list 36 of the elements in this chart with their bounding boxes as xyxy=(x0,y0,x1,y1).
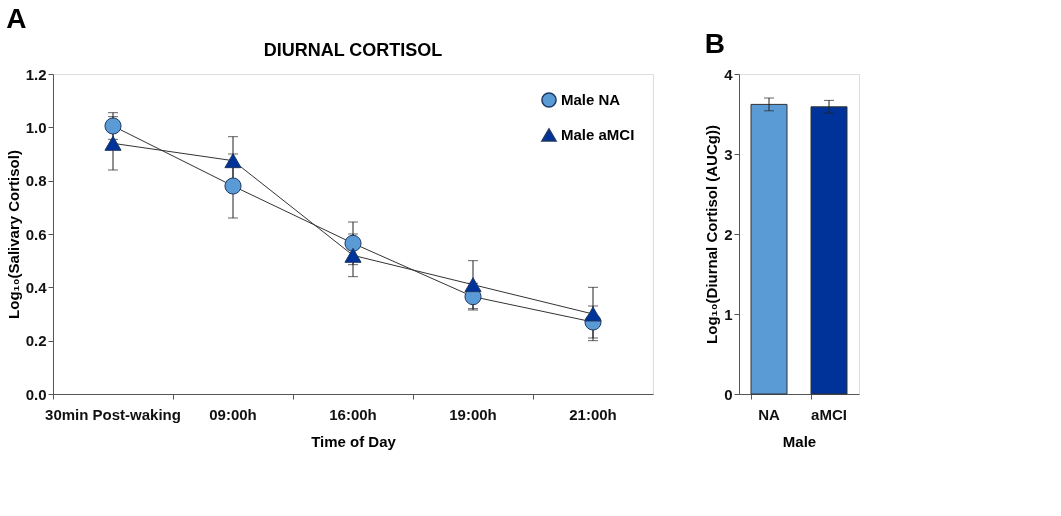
x-tick-label: NA xyxy=(758,405,780,423)
text: B xyxy=(704,28,725,59)
y-axis-title: Log₁₀(Diurnal Cortisol (AUCg)) xyxy=(703,125,721,344)
y-tick-label: 0.4 xyxy=(25,278,48,296)
point xyxy=(584,306,602,322)
x-axis-title: Male xyxy=(782,432,817,450)
y-tick-label: 0.0 xyxy=(25,385,47,403)
y-tick-label: 0.6 xyxy=(25,225,47,243)
y-tick-label: 0.8 xyxy=(25,172,47,190)
point xyxy=(344,247,362,263)
chart-title: DIURNAL CORTISOL xyxy=(263,40,443,60)
y-tick-label: 1.2 xyxy=(25,65,47,83)
y-tick-label: 4 xyxy=(724,65,734,83)
x-tick-label: 19:00h xyxy=(449,405,497,423)
legend-label: Male aMCI xyxy=(561,126,635,143)
point xyxy=(224,177,242,195)
x-tick-label: 21:00h xyxy=(569,405,617,423)
y-tick-label: 1.0 xyxy=(25,118,47,136)
point xyxy=(104,117,122,135)
point xyxy=(464,277,482,293)
point xyxy=(104,135,122,151)
point xyxy=(224,153,242,169)
point xyxy=(344,234,362,252)
x-tick-label: aMCI xyxy=(811,405,847,423)
y-tick-label: 3 xyxy=(724,145,733,163)
y-axis-title: Log₁₀(Salivary Cortisol) xyxy=(4,150,22,319)
x-tick-label: 30min Post-waking xyxy=(45,405,181,423)
x-tick-label: 09:00h xyxy=(209,405,257,423)
text: A xyxy=(6,3,27,34)
x-axis-title: Time of Day xyxy=(311,432,397,450)
x-tick-label: 16:00h xyxy=(329,405,377,423)
y-tick-label: 0.2 xyxy=(25,332,47,350)
y-tick-label: 1 xyxy=(724,305,733,323)
y-tick-label: 2 xyxy=(724,225,733,243)
legend-label: Male NA xyxy=(561,91,621,108)
y-tick-label: 0 xyxy=(724,385,733,403)
